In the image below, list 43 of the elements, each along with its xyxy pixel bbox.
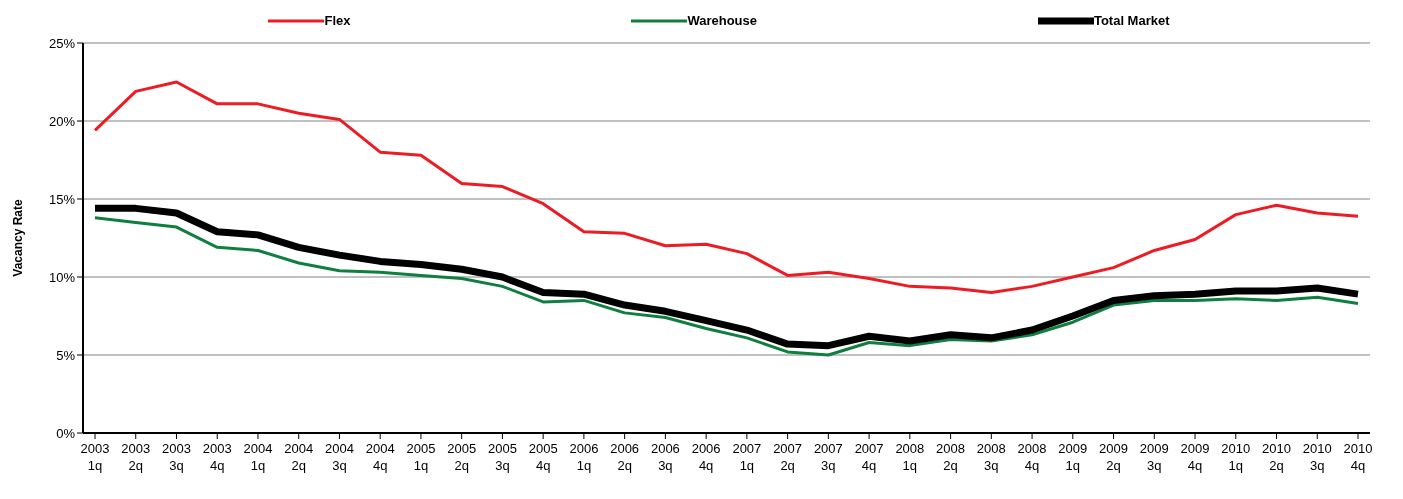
y-tick-label: 5% <box>56 347 76 363</box>
x-tick-label: 2004 4q <box>365 441 395 473</box>
x-tick-label: 2003 1q <box>80 441 110 473</box>
x-tick-label: 2010 4q <box>1343 441 1373 473</box>
x-tick-label: 2005 4q <box>528 441 558 473</box>
x-tick-label: 2004 1q <box>243 441 273 473</box>
x-tick-label: 2007 3q <box>813 441 843 473</box>
y-axis-title: Vacancy Rate <box>11 198 26 277</box>
x-tick-label: 2004 2q <box>284 441 314 473</box>
x-tick-label: 2008 4q <box>1017 441 1047 473</box>
y-tick-label: 15% <box>48 191 76 207</box>
x-tick-label: 2009 1q <box>1058 441 1088 473</box>
x-tick-label: 2006 1q <box>569 441 599 473</box>
x-tick-label: 2010 3q <box>1302 441 1332 473</box>
legend-label: Warehouse <box>687 13 757 28</box>
legend-label: Flex <box>324 13 351 28</box>
x-tick-label: 2005 3q <box>487 441 517 473</box>
x-tick-label: 2008 2q <box>936 441 966 473</box>
x-tick-label: 2003 3q <box>162 441 191 473</box>
y-tick-label: 10% <box>48 269 76 285</box>
x-tick-label: 2009 3q <box>1139 441 1169 473</box>
x-tick-label: 2009 4q <box>1180 441 1210 473</box>
x-tick-label: 2003 4q <box>202 441 232 473</box>
x-tick-label: 2010 2q <box>1262 441 1291 473</box>
line-series <box>93 80 1360 295</box>
x-tick-label: 2003 2q <box>121 441 151 473</box>
x-tick-label: 2004 3q <box>324 441 354 473</box>
x-tick-label: 2005 2q <box>447 441 477 473</box>
y-tick-label: 25% <box>48 35 76 51</box>
y-tick-label: 20% <box>48 113 76 129</box>
x-tick-label: 2007 1q <box>732 441 762 473</box>
legend-label: Total Market <box>1093 13 1170 28</box>
x-tick-label: 2010 1q <box>1221 441 1251 473</box>
x-tick-label: 2009 2q <box>1099 441 1129 473</box>
y-tick-label: 0% <box>56 425 76 441</box>
x-tick-label: 2006 3q <box>650 441 680 473</box>
x-tick-label: 2008 3q <box>976 441 1006 473</box>
x-tick-label: 2006 2q <box>610 441 640 473</box>
x-tick-label: 2005 1q <box>406 441 436 473</box>
x-tick-label: 2008 1q <box>895 441 925 473</box>
x-tick-label: 2007 4q <box>854 441 884 473</box>
x-tick-label: 2007 2q <box>773 441 803 473</box>
x-tick-label: 2006 4q <box>691 441 721 473</box>
